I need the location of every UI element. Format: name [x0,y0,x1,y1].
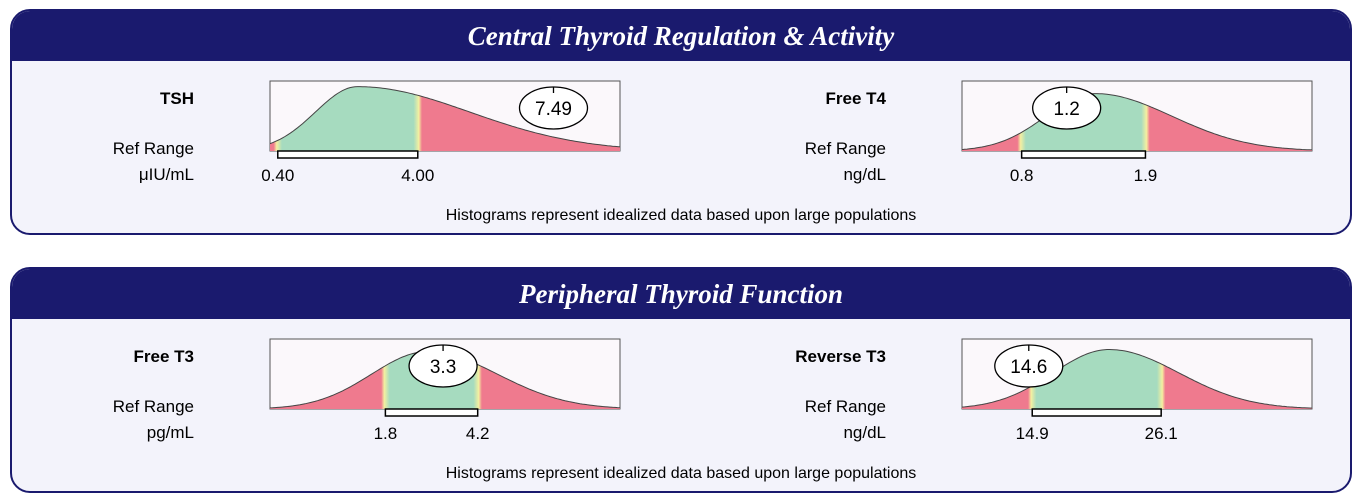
value-label: 14.6 [1010,357,1047,378]
value-label: 7.49 [535,99,572,120]
distribution-curve [962,349,1312,409]
value-label: 1.2 [1053,99,1079,120]
distribution-area [962,93,1312,151]
chart-name: Reverse T3 [795,347,886,366]
panel-title: Peripheral Thyroid Function [12,269,1350,319]
ref-low-label: 0.8 [1010,166,1034,185]
distribution-area [270,86,620,151]
unit-label: pg/mL [146,423,194,442]
chart-free-t4: Free T4 Ref Range ng/dL 0.8 1.9 1.2 [704,73,1324,193]
unit-label: μIU/mL [138,165,194,184]
panel-title: Central Thyroid Regulation & Activity [12,11,1350,61]
panel-footer-note: Histograms represent idealized data base… [445,207,917,224]
ref-range-bar [384,408,479,417]
panel-footer-note: Histograms represent idealized data base… [445,465,917,482]
ref-range-label: Ref Range [804,139,886,158]
ref-range-label: Ref Range [804,397,886,416]
histogram-plot: 0.40 4.00 7.49 [261,80,621,185]
ref-high-label: 1.9 [1134,166,1158,185]
unit-label: ng/dL [843,165,886,184]
ref-range-bar [277,150,419,159]
ref-range-bar [1031,408,1162,417]
ref-range-label: Ref Range [112,139,194,158]
ref-high-label: 4.00 [401,166,434,185]
ref-high-label: 4.2 [466,424,490,443]
ref-low-label: 1.8 [374,424,398,443]
histogram-plot: 14.9 26.1 14.6 [961,338,1313,443]
chart-free-t3: Free T3 Ref Range pg/mL 1.8 4.2 3.3 [12,331,632,451]
ref-low-label: 14.9 [1016,424,1049,443]
chart-name: Free T4 [825,89,886,108]
ref-low-label: 0.40 [261,166,294,185]
unit-label: ng/dL [843,423,886,442]
central-thyroid-panel: Central Thyroid Regulation & Activity TS… [10,9,1352,235]
chart-reverse-t3: Reverse T3 Ref Range ng/dL 14.9 26.1 14.6 [704,331,1324,451]
chart-name: Free T3 [133,347,194,366]
histogram-plot: 1.8 4.2 3.3 [269,338,621,443]
chart-name: TSH [160,89,194,108]
ref-high-label: 26.1 [1145,424,1178,443]
histogram-plot: 0.8 1.9 1.2 [961,80,1313,185]
ref-range-label: Ref Range [112,397,194,416]
ref-range-bar [1020,150,1147,159]
peripheral-thyroid-panel: Peripheral Thyroid Function Free T3 Ref … [10,267,1352,493]
distribution-curve [962,93,1312,151]
value-label: 3.3 [430,357,456,378]
distribution-curve [270,86,620,148]
chart-tsh: TSH Ref Range μIU/mL 0.40 4.00 7.49 [12,73,632,193]
